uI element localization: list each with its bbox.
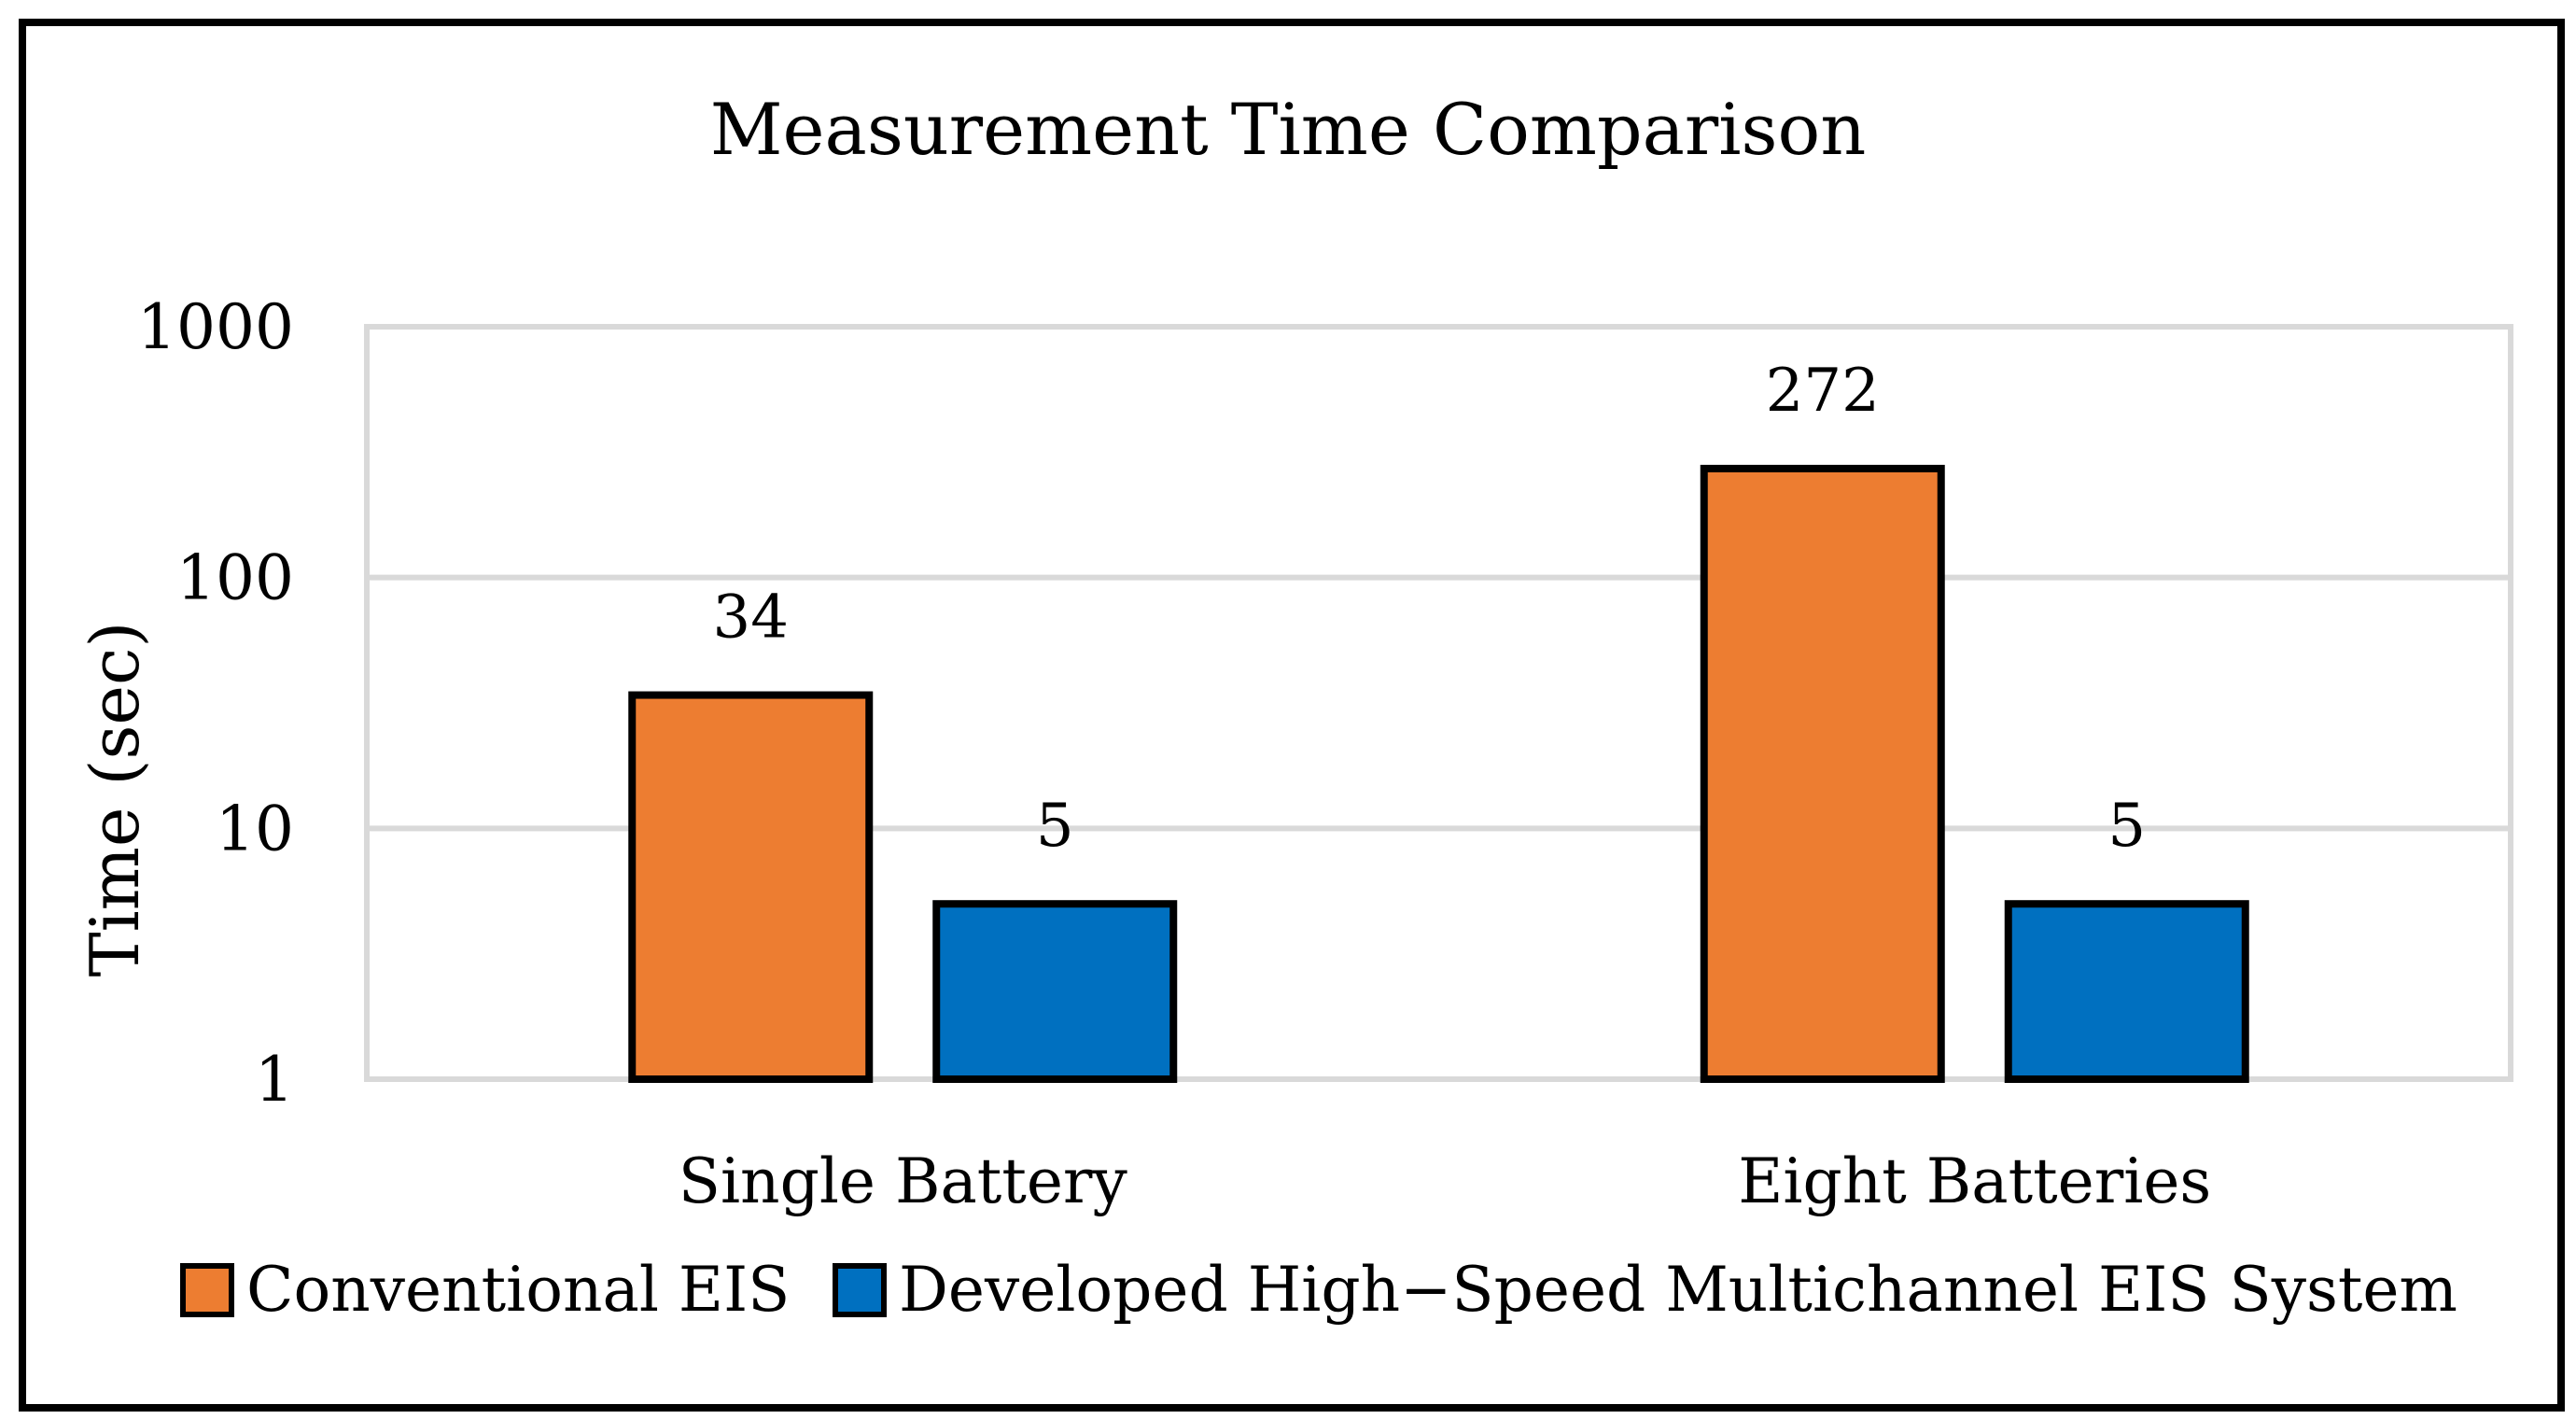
x-tick-label-0: Single Battery [679, 1145, 1128, 1217]
y-tick-label-10: 10 [216, 793, 294, 864]
data-labels: 34 5 272 5 [713, 357, 2147, 861]
bar-conventional-1 [1700, 464, 1945, 1083]
x-axis-ticks: Single Battery Eight Batteries [679, 1145, 2212, 1217]
y-axis-title: Time (sec) [76, 622, 154, 977]
legend-swatch-conventional [180, 1263, 234, 1317]
legend-label-developed: Developed High−Speed Multichannel EIS Sy… [899, 1254, 2457, 1326]
legend: Conventional EIS Developed High−Speed Mul… [180, 1254, 2457, 1326]
y-tick-label-100: 100 [176, 542, 294, 614]
x-tick-label-1: Eight Batteries [1738, 1145, 2211, 1217]
data-label-developed-0: 5 [1036, 792, 1074, 861]
legend-label-conventional: Conventional EIS [246, 1254, 790, 1326]
plot-area: 34 5 272 5 [364, 324, 2513, 1084]
data-label-developed-1: 5 [2107, 792, 2146, 861]
legend-swatch-developed [833, 1263, 887, 1317]
y-tick-label-1000: 1000 [137, 291, 294, 363]
data-label-conventional-1: 272 [1766, 357, 1880, 426]
bar-developed-1 [2004, 900, 2249, 1084]
y-axis-ticks: 1 10 100 1000 [137, 291, 294, 1116]
bar-developed-0 [932, 900, 1178, 1084]
y-tick-label-1: 1 [255, 1044, 294, 1116]
data-label-conventional-0: 34 [713, 583, 789, 653]
bar-conventional-0 [628, 691, 874, 1083]
chart-title: Measurement Time Comparison [710, 88, 1867, 171]
bars [628, 464, 2249, 1084]
